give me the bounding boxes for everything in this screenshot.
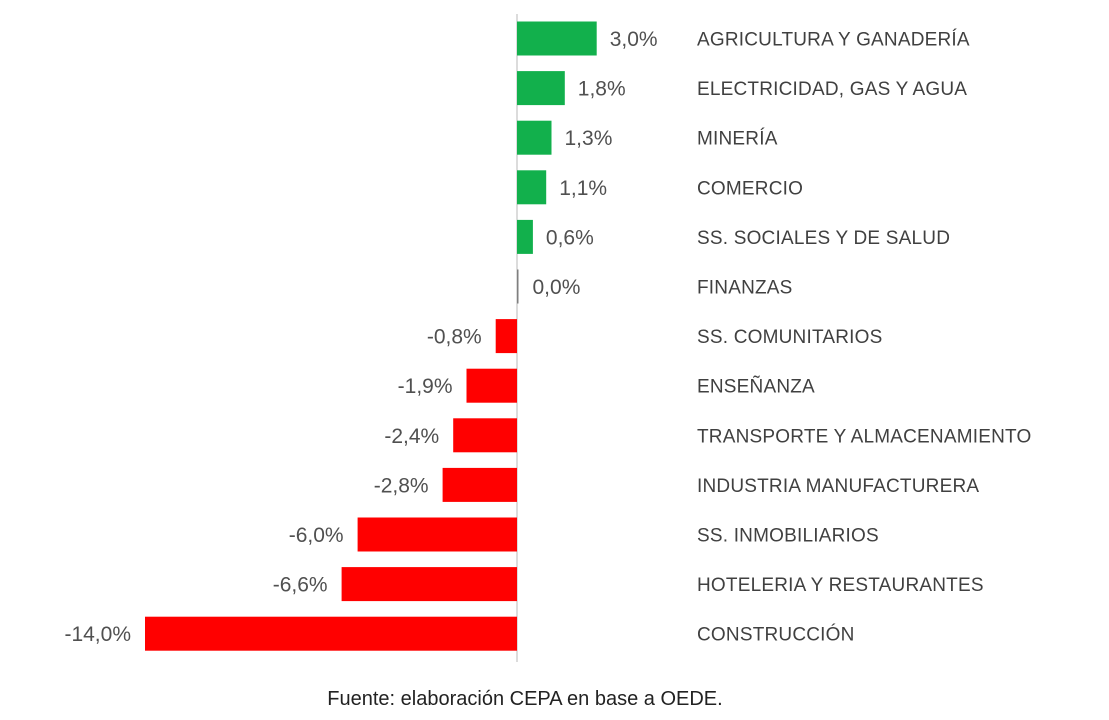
value-label-ss-comunitarios: -0,8% <box>427 326 482 349</box>
sector-growth-bar-chart: 3,0% 1,8% 1,3% 1,1% 0,6% 0,0% -0,8% -1,9% -2,4% -… <box>64 14 1031 662</box>
category-label-ss-comunitarios: SS. COMUNITARIOS <box>697 327 882 348</box>
category-label-industria-manufacturera: INDUSTRIA MANUFACTURERA <box>697 476 979 497</box>
source-note: Fuente: elaboración CEPA en base a OEDE. <box>327 688 723 710</box>
value-label-construccion: -14,0% <box>64 623 131 646</box>
bar-comercio <box>517 170 547 205</box>
bar-agricultura-y-ganaderia <box>517 21 597 56</box>
value-label-industria-manufacturera: -2,8% <box>374 474 429 497</box>
category-label-ss-sociales-y-de-salud: SS. SOCIALES Y DE SALUD <box>697 228 950 249</box>
value-label-mineria: 1,3% <box>565 127 613 150</box>
value-labels-group: 3,0% 1,8% 1,3% 1,1% 0,6% 0,0% -0,8% -1,9% -2,4% -… <box>64 28 657 646</box>
bar-hoteleria-y-restaurantes <box>341 567 517 602</box>
category-label-transporte-y-almacenamiento: TRANSPORTE Y ALMACENAMIENTO <box>697 426 1031 447</box>
bar-finanzas <box>517 269 519 304</box>
category-label-agricultura-y-ganaderia: AGRICULTURA Y GANADERÍA <box>697 30 970 51</box>
category-label-finanzas: FINANZAS <box>697 278 793 299</box>
category-labels-group: AGRICULTURA Y GANADERÍA ELECTRICIDAD, GAS… <box>697 30 1031 646</box>
bar-ss-inmobiliarios <box>357 517 517 552</box>
value-label-hoteleria-y-restaurantes: -6,6% <box>273 574 328 597</box>
value-label-electricidad-gas-y-agua: 1,8% <box>578 78 626 101</box>
bar-ss-sociales-y-de-salud <box>517 219 533 254</box>
value-label-finanzas: 0,0% <box>533 276 581 299</box>
category-label-comercio: COMERCIO <box>697 178 803 199</box>
value-label-ensenanza: -1,9% <box>398 375 453 398</box>
value-label-comercio: 1,1% <box>559 177 607 200</box>
category-label-ensenanza: ENSEÑANZA <box>697 376 815 398</box>
category-label-ss-inmobiliarios: SS. INMOBILIARIOS <box>697 526 879 547</box>
bar-ss-comunitarios <box>495 319 517 354</box>
bar-industria-manufacturera <box>442 467 517 502</box>
bars-group <box>145 21 597 651</box>
value-label-transporte-y-almacenamiento: -2,4% <box>384 425 439 448</box>
bar-transporte-y-almacenamiento <box>453 418 517 453</box>
category-label-hoteleria-y-restaurantes: HOTELERIA Y RESTAURANTES <box>697 575 984 596</box>
category-label-mineria: MINERÍA <box>697 129 778 150</box>
value-label-agricultura-y-ganaderia: 3,0% <box>610 28 658 51</box>
value-label-ss-sociales-y-de-salud: 0,6% <box>546 226 594 249</box>
value-label-ss-inmobiliarios: -6,0% <box>289 524 344 547</box>
bar-construccion <box>145 616 517 651</box>
bar-ensenanza <box>466 368 517 403</box>
category-label-electricidad-gas-y-agua: ELECTRICIDAD, GAS Y AGUA <box>697 79 967 100</box>
chart-area: 3,0% 1,8% 1,3% 1,1% 0,6% 0,0% -0,8% -1,9% -2,4% -… <box>64 14 1031 662</box>
category-label-construccion: CONSTRUCCIÓN <box>697 624 855 646</box>
bar-electricidad-gas-y-agua <box>517 71 565 106</box>
bar-mineria <box>517 120 552 155</box>
